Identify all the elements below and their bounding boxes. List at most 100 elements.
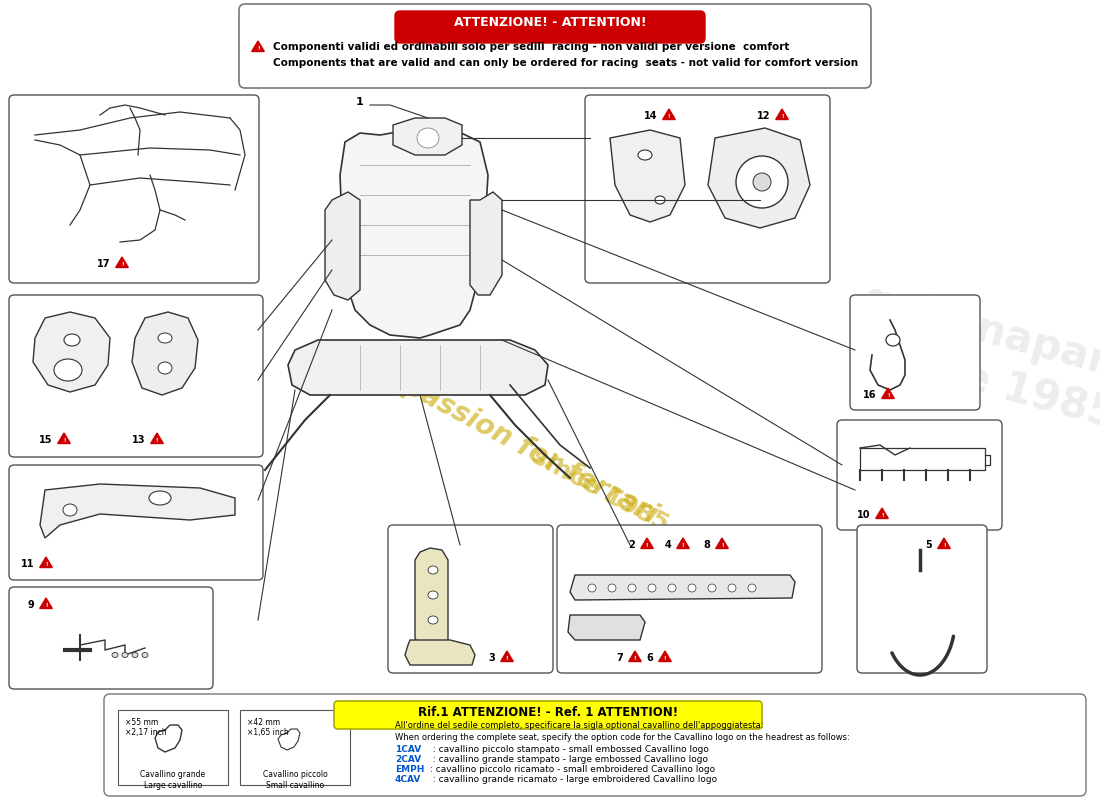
Text: 9: 9: [28, 600, 34, 610]
FancyBboxPatch shape: [9, 587, 213, 689]
Polygon shape: [415, 548, 448, 652]
Polygon shape: [500, 651, 514, 662]
Ellipse shape: [158, 362, 172, 374]
FancyBboxPatch shape: [395, 11, 705, 43]
Ellipse shape: [588, 584, 596, 592]
Text: When ordering the complete seat, specify the option code for the Cavallino logo : When ordering the complete seat, specify…: [395, 733, 849, 742]
Ellipse shape: [736, 156, 788, 208]
Ellipse shape: [417, 128, 439, 148]
Ellipse shape: [886, 334, 900, 346]
Ellipse shape: [608, 584, 616, 592]
Ellipse shape: [122, 653, 128, 658]
Ellipse shape: [428, 616, 438, 624]
Polygon shape: [568, 615, 645, 640]
Text: 6: 6: [647, 653, 653, 663]
Polygon shape: [340, 128, 488, 338]
Polygon shape: [937, 538, 950, 549]
Polygon shape: [610, 130, 685, 222]
Polygon shape: [393, 118, 462, 155]
Text: 13: 13: [132, 435, 145, 445]
Ellipse shape: [428, 591, 438, 599]
Polygon shape: [876, 508, 889, 518]
FancyBboxPatch shape: [9, 465, 263, 580]
FancyBboxPatch shape: [388, 525, 553, 673]
FancyBboxPatch shape: [557, 525, 822, 673]
Text: Components that are valid and can only be ordered for racing  seats - not valid : Components that are valid and can only b…: [273, 58, 858, 68]
Text: : cavallino grande ricamato - large embroidered Cavallino logo: : cavallino grande ricamato - large embr…: [430, 774, 717, 783]
Polygon shape: [708, 128, 810, 228]
Ellipse shape: [688, 584, 696, 592]
FancyBboxPatch shape: [837, 420, 1002, 530]
Text: 14: 14: [644, 111, 657, 121]
Polygon shape: [640, 538, 653, 549]
Polygon shape: [33, 312, 110, 392]
FancyBboxPatch shape: [239, 4, 871, 88]
Text: 1CAV: 1CAV: [395, 745, 421, 754]
FancyBboxPatch shape: [9, 95, 258, 283]
Text: 15: 15: [39, 435, 52, 445]
Text: ATTENZIONE! - ATTENTION!: ATTENZIONE! - ATTENTION!: [453, 15, 647, 29]
Text: : cavallino piccolo ricamato - small embroidered Cavallino logo: : cavallino piccolo ricamato - small emb…: [430, 765, 715, 774]
Ellipse shape: [628, 584, 636, 592]
FancyBboxPatch shape: [104, 694, 1086, 796]
Text: !: !: [45, 562, 47, 567]
Text: !: !: [663, 656, 667, 661]
Text: 16: 16: [862, 390, 876, 400]
Polygon shape: [882, 388, 894, 398]
Ellipse shape: [668, 584, 676, 592]
Polygon shape: [659, 651, 671, 662]
Text: !: !: [256, 46, 260, 51]
Text: Rif.1 ATTENZIONE! - Ref. 1 ATTENTION!: Rif.1 ATTENZIONE! - Ref. 1 ATTENTION!: [418, 706, 678, 718]
Text: guidinaparts
since 1985: guidinaparts since 1985: [844, 278, 1100, 442]
Polygon shape: [405, 640, 475, 665]
Text: 3: 3: [488, 653, 495, 663]
Polygon shape: [716, 538, 728, 549]
Text: Componenti validi ed ordinabili solo per sedili  racing - non validi per version: Componenti validi ed ordinabili solo per…: [273, 42, 790, 52]
FancyBboxPatch shape: [585, 95, 830, 283]
Text: 4CAV: 4CAV: [395, 774, 421, 783]
Bar: [118, 710, 228, 785]
Text: 10: 10: [857, 510, 870, 520]
Polygon shape: [57, 433, 70, 443]
Text: !: !: [156, 438, 158, 443]
Polygon shape: [252, 41, 264, 51]
Text: 5: 5: [925, 540, 932, 550]
Text: !: !: [646, 543, 648, 548]
FancyBboxPatch shape: [850, 295, 980, 410]
Text: 4: 4: [664, 540, 671, 550]
Text: : cavallino grande stampato - large embossed Cavallino logo: : cavallino grande stampato - large embo…: [430, 754, 708, 763]
Ellipse shape: [638, 150, 652, 160]
Text: passion for ferrari: passion for ferrari: [398, 371, 662, 529]
Ellipse shape: [64, 334, 80, 346]
Text: since 1985: since 1985: [528, 444, 672, 536]
Text: 2: 2: [628, 540, 635, 550]
Ellipse shape: [754, 173, 771, 191]
Polygon shape: [151, 433, 163, 443]
Text: Cavallino grande
Large cavallino: Cavallino grande Large cavallino: [141, 770, 206, 790]
Text: !: !: [943, 543, 945, 548]
Text: !: !: [668, 114, 670, 119]
Text: 2CAV: 2CAV: [395, 754, 421, 763]
Polygon shape: [629, 651, 641, 662]
Polygon shape: [132, 312, 198, 395]
Ellipse shape: [63, 504, 77, 516]
Text: 17: 17: [97, 259, 110, 269]
Text: !: !: [887, 393, 889, 398]
Text: !: !: [506, 656, 508, 661]
Text: !: !: [781, 114, 783, 119]
Polygon shape: [776, 109, 789, 119]
Polygon shape: [116, 257, 129, 267]
Text: ×42 mm
×1,65 inch: ×42 mm ×1,65 inch: [248, 718, 288, 738]
FancyBboxPatch shape: [9, 295, 263, 457]
Polygon shape: [40, 598, 53, 609]
Bar: [240, 710, 350, 785]
Text: EMPH: EMPH: [395, 765, 425, 774]
Polygon shape: [570, 575, 795, 600]
Text: !: !: [63, 438, 65, 443]
FancyBboxPatch shape: [857, 525, 987, 673]
Polygon shape: [470, 192, 502, 295]
Ellipse shape: [748, 584, 756, 592]
Polygon shape: [288, 340, 548, 395]
Polygon shape: [324, 192, 360, 300]
Text: ×55 mm
×2,17 inch: ×55 mm ×2,17 inch: [125, 718, 166, 738]
